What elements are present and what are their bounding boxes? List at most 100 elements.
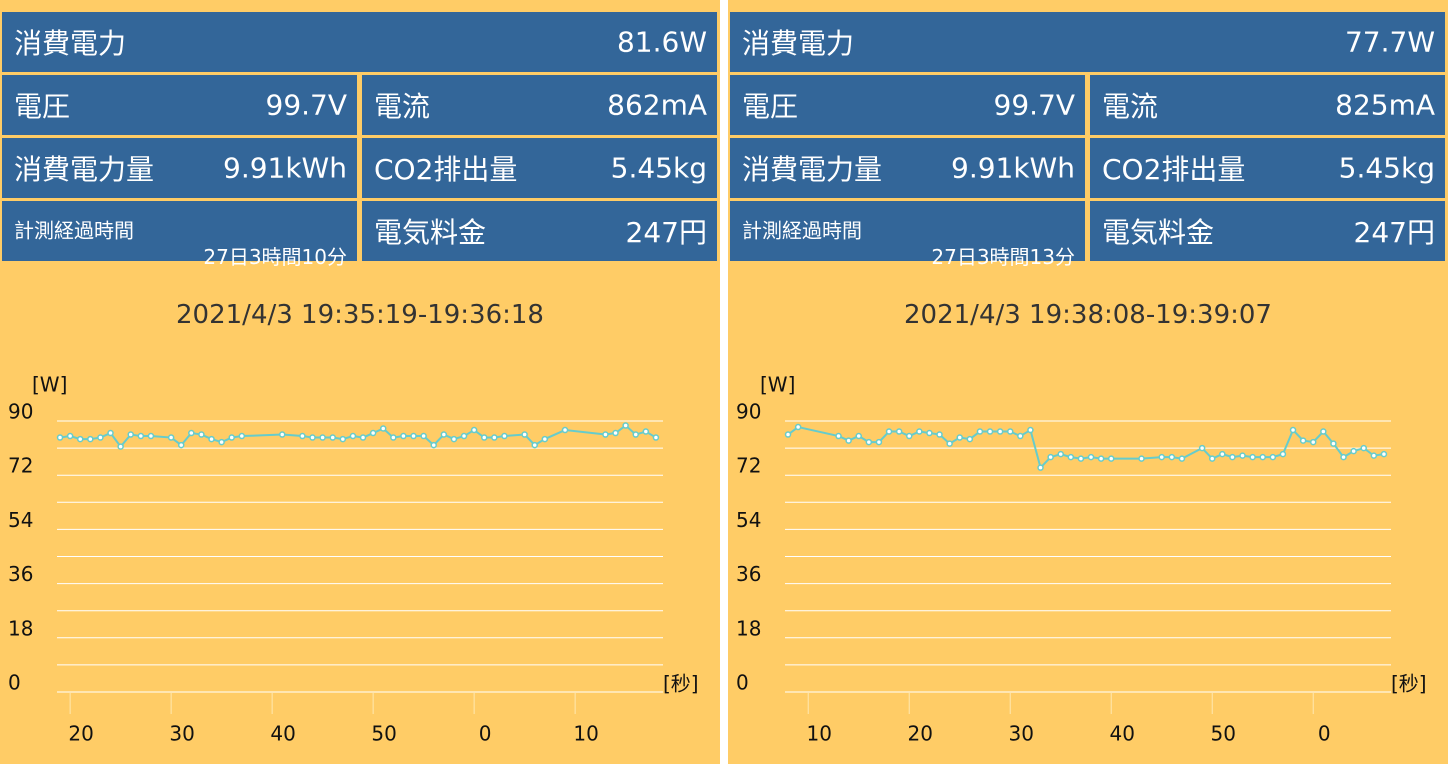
line	[787, 425, 1385, 470]
point	[1299, 437, 1307, 444]
point	[926, 429, 933, 437]
point	[531, 441, 538, 449]
power-label: 消費電力	[14, 27, 127, 60]
y-tick-label: 90	[736, 400, 761, 424]
info-cell: 電気料金 247円	[1090, 201, 1445, 261]
point	[1330, 440, 1337, 447]
point	[1350, 447, 1357, 455]
x-tick-label: 30	[1009, 722, 1034, 746]
point	[1107, 455, 1115, 462]
cell-label: 計測経過時間	[742, 218, 862, 243]
point	[916, 428, 923, 435]
point	[1158, 453, 1165, 461]
cell-label: 消費電力量	[742, 153, 883, 186]
time-range: 2021/4/3 19:38:08-19:39:07	[904, 300, 1272, 330]
point	[986, 428, 994, 435]
y-axis-label: [W]	[760, 373, 795, 397]
point	[1047, 453, 1054, 461]
point	[1057, 450, 1064, 458]
point	[794, 423, 802, 431]
power-cell: 消費電力 81.6W	[2, 12, 717, 72]
point	[319, 434, 326, 441]
point	[956, 434, 963, 441]
info-cell: CO2排出量 5.45kg	[1090, 138, 1445, 198]
point	[87, 435, 94, 443]
info-cell: 電圧 99.7V	[730, 75, 1085, 135]
point	[127, 431, 134, 438]
info-cell: CO2排出量 5.45kg	[362, 138, 717, 198]
point	[137, 432, 145, 440]
x-tick-label: 40	[270, 722, 295, 746]
cell-value: 862mA	[607, 88, 707, 122]
x-tick-label: 50	[371, 722, 396, 746]
cell-label: CO2排出量	[1102, 153, 1246, 186]
cell-value: 247円	[625, 216, 707, 249]
power-value: 77.7W	[1344, 25, 1435, 59]
y-tick-label: 90	[8, 400, 33, 424]
point	[107, 429, 114, 437]
cell-label: 電圧	[14, 90, 71, 123]
point	[622, 422, 629, 429]
x-tick-label: 50	[1211, 722, 1236, 746]
point	[1380, 450, 1388, 458]
point	[835, 432, 842, 440]
point	[450, 435, 458, 443]
point	[430, 441, 437, 449]
point	[400, 432, 407, 440]
point	[1198, 444, 1206, 452]
cell-value: 27日3時間10分	[203, 245, 347, 269]
x-tick-label: 20	[68, 722, 93, 746]
point	[420, 432, 427, 440]
point	[491, 434, 498, 441]
x-axis-label: [秒]	[1391, 672, 1427, 696]
point	[541, 435, 549, 443]
info-cell: 消費電力量 9.91kWh	[2, 138, 357, 198]
info-cell: 計測経過時間 27日3時間10分	[2, 201, 357, 269]
point	[238, 432, 246, 440]
x-tick-label: 0	[479, 722, 492, 746]
point	[1219, 450, 1226, 458]
point	[470, 426, 478, 434]
y-axis-label: [W]	[32, 373, 67, 397]
panel: 消費電力 81.6W 電圧 99.7V 電流 862mA 消費電力量 9.91kWh CO2排出…	[0, 0, 720, 764]
cell-label: 電気料金	[374, 216, 487, 249]
point	[1208, 455, 1216, 462]
info-cell: 消費電力量 9.91kWh	[730, 138, 1085, 198]
y-tick-label: 54	[8, 508, 33, 532]
point	[1309, 438, 1317, 446]
point	[1037, 464, 1044, 471]
point	[501, 432, 508, 440]
point	[410, 432, 417, 440]
point	[652, 434, 660, 441]
y-tick-label: 36	[8, 562, 33, 586]
info-cell: 電気料金 247円	[362, 201, 717, 261]
x-tick-label: 10	[807, 722, 832, 746]
point	[1138, 455, 1145, 462]
point	[1067, 453, 1075, 461]
point	[177, 441, 185, 449]
y-tick-label: 18	[736, 616, 761, 640]
y-tick-label: 72	[736, 454, 761, 478]
point	[329, 434, 336, 441]
point	[147, 432, 155, 440]
cell-value: 5.45kg	[1338, 151, 1435, 185]
time-range: 2021/4/3 19:35:19-19:36:18	[176, 300, 544, 330]
x-tick-label: 30	[169, 722, 194, 746]
x-tick-label: 10	[573, 722, 598, 746]
point	[966, 435, 974, 443]
point	[521, 431, 528, 438]
cell-label: 電気料金	[1102, 216, 1215, 249]
point	[936, 431, 943, 438]
point	[1087, 453, 1095, 461]
point	[349, 432, 357, 440]
point	[602, 431, 609, 438]
point	[1289, 426, 1297, 434]
point	[1027, 426, 1034, 434]
point	[66, 432, 74, 440]
point	[885, 428, 893, 435]
cell-value: 9.91kWh	[223, 151, 347, 185]
point	[1017, 432, 1024, 440]
point	[1370, 452, 1378, 459]
